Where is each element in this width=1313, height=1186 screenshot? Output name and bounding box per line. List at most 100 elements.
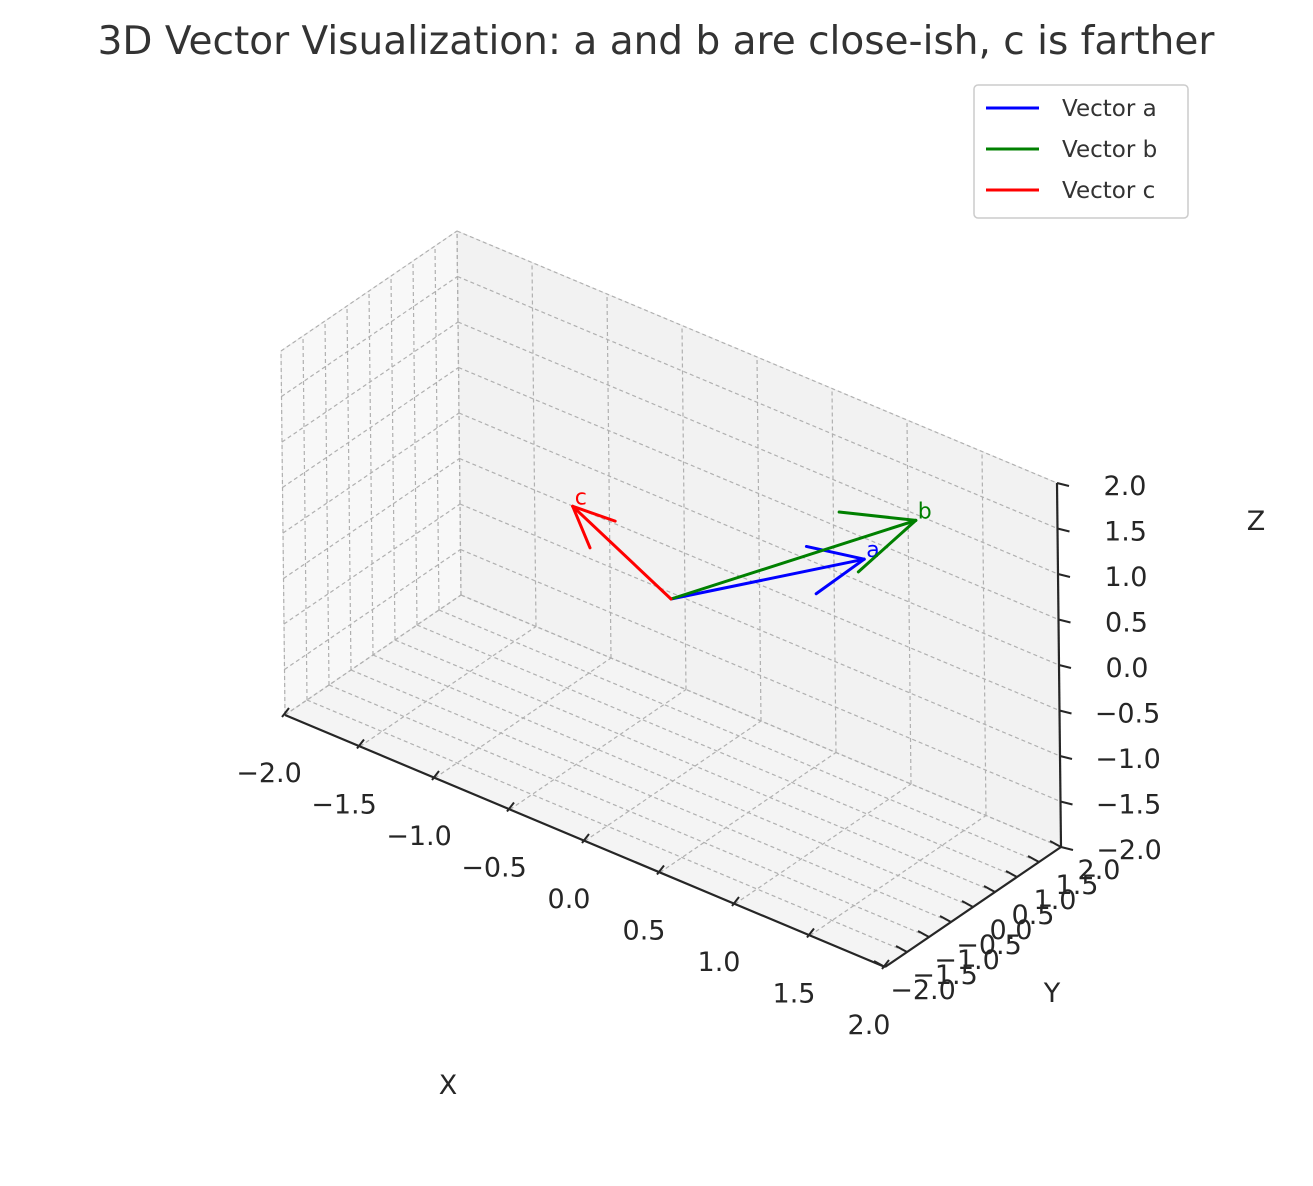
vector-c-head-right bbox=[571, 504, 617, 523]
z-tick bbox=[1058, 618, 1071, 624]
z-axis-label: Z bbox=[1247, 506, 1266, 537]
y-tick-label: 1.0 bbox=[1034, 885, 1077, 916]
legend: Vector a Vector b Vector c bbox=[973, 84, 1189, 219]
z-tick-label: 2.0 bbox=[1104, 471, 1147, 502]
x-tick-label: −2.0 bbox=[236, 758, 302, 789]
x-tick bbox=[731, 896, 740, 907]
y-tick-label: −1.0 bbox=[934, 945, 1000, 976]
vector-b-head-left bbox=[837, 510, 918, 522]
grid-line bbox=[458, 366, 1059, 621]
grid-line bbox=[509, 689, 687, 810]
y-tick bbox=[961, 900, 974, 908]
z-tick bbox=[1059, 709, 1072, 715]
z-tick bbox=[1057, 527, 1070, 533]
grid-line bbox=[457, 275, 1058, 530]
grid-line bbox=[458, 412, 1060, 666]
x-tick bbox=[431, 770, 440, 781]
y-tick-label: −2.0 bbox=[890, 975, 956, 1006]
grid-line bbox=[281, 276, 458, 397]
legend-box bbox=[973, 84, 1189, 219]
legend-label-c: Vector c bbox=[1062, 178, 1155, 204]
vector-b-label: b bbox=[918, 499, 932, 524]
grid-line bbox=[438, 609, 1040, 863]
grid-line bbox=[659, 752, 837, 873]
vector-a-head-right bbox=[814, 557, 866, 596]
x-tick-label: −0.5 bbox=[461, 853, 527, 884]
y-tick-label: −0.5 bbox=[956, 930, 1022, 961]
grid-line bbox=[831, 388, 837, 753]
y-tick bbox=[895, 945, 908, 953]
vector-b-shaft bbox=[669, 518, 918, 601]
grid-line bbox=[412, 260, 418, 626]
y-tick-label: 1.5 bbox=[1056, 870, 1099, 901]
x-tick-label: 2.0 bbox=[848, 1010, 891, 1041]
grid-line bbox=[906, 419, 912, 785]
x-tick-label: 1.5 bbox=[773, 979, 816, 1010]
vector-b: b bbox=[669, 499, 932, 601]
grid-line bbox=[359, 626, 537, 747]
y-tick bbox=[1027, 855, 1040, 863]
tick-marks bbox=[281, 482, 1074, 970]
x-tick-label: 0.0 bbox=[548, 884, 591, 915]
grid-lines bbox=[280, 230, 1062, 968]
z-tick-label: −2.0 bbox=[1096, 835, 1162, 866]
grid-line bbox=[306, 699, 908, 953]
z-tick-label: 0.0 bbox=[1106, 653, 1149, 684]
vector-c-shaft bbox=[571, 504, 673, 601]
z-tick bbox=[1057, 573, 1071, 578]
x-tick-label: 1.0 bbox=[698, 947, 741, 978]
vector-c: c bbox=[571, 485, 673, 601]
grid-line bbox=[282, 367, 459, 488]
y-tick-label: −1.5 bbox=[912, 960, 978, 991]
x-tick bbox=[656, 864, 665, 876]
grid-line bbox=[416, 624, 1018, 878]
z-tick-label: 0.5 bbox=[1105, 608, 1148, 639]
x-tick-label: −1.0 bbox=[386, 821, 452, 852]
y-tick bbox=[1049, 840, 1062, 848]
z-tick-label: −0.5 bbox=[1095, 699, 1161, 730]
vector-a-head-left bbox=[804, 544, 866, 561]
x-tick-label: 0.5 bbox=[623, 916, 666, 947]
x-tick bbox=[881, 959, 890, 970]
grid-line bbox=[734, 783, 912, 905]
vector-b-head-right bbox=[856, 518, 918, 574]
y-tick bbox=[983, 885, 996, 893]
z-tick-label: 1.0 bbox=[1105, 562, 1148, 593]
grid-line bbox=[457, 321, 1059, 575]
vectors: a b c bbox=[571, 485, 932, 601]
x-tick bbox=[506, 801, 515, 813]
grid-line bbox=[681, 325, 687, 690]
y-tick-label: 0.0 bbox=[990, 915, 1033, 946]
y-axis-label: Y bbox=[1043, 978, 1061, 1009]
legend-label-a: Vector a bbox=[1062, 96, 1157, 122]
vector-c-head-left bbox=[571, 504, 592, 550]
vector-c-label: c bbox=[575, 485, 587, 510]
z-tick-label: −1.0 bbox=[1095, 744, 1161, 775]
grid-line bbox=[456, 230, 1058, 484]
z-tick-label: 1.5 bbox=[1104, 517, 1147, 548]
grid-line bbox=[390, 275, 396, 641]
vector-a-shaft bbox=[669, 557, 866, 601]
grid-line bbox=[981, 451, 987, 816]
y-tick bbox=[939, 915, 952, 923]
grid-line bbox=[456, 230, 462, 596]
grid-line bbox=[434, 245, 440, 611]
grid-line bbox=[531, 262, 537, 627]
x-axis-label: X bbox=[439, 1070, 458, 1101]
grid-line bbox=[328, 684, 930, 938]
x-tick bbox=[806, 927, 815, 939]
grid-line bbox=[282, 412, 460, 534]
x-tick-label: −1.5 bbox=[311, 790, 377, 821]
x-tick bbox=[581, 833, 590, 844]
grid-line bbox=[302, 335, 308, 701]
z-tick bbox=[1060, 846, 1074, 851]
x-axis-line bbox=[284, 713, 886, 969]
z-tick bbox=[1059, 755, 1073, 760]
y-tick bbox=[1005, 870, 1018, 878]
grid-line bbox=[394, 639, 996, 893]
grid-line bbox=[324, 320, 330, 686]
grid-line bbox=[280, 230, 458, 352]
grid-line bbox=[372, 654, 974, 908]
z-tick bbox=[1056, 482, 1070, 487]
